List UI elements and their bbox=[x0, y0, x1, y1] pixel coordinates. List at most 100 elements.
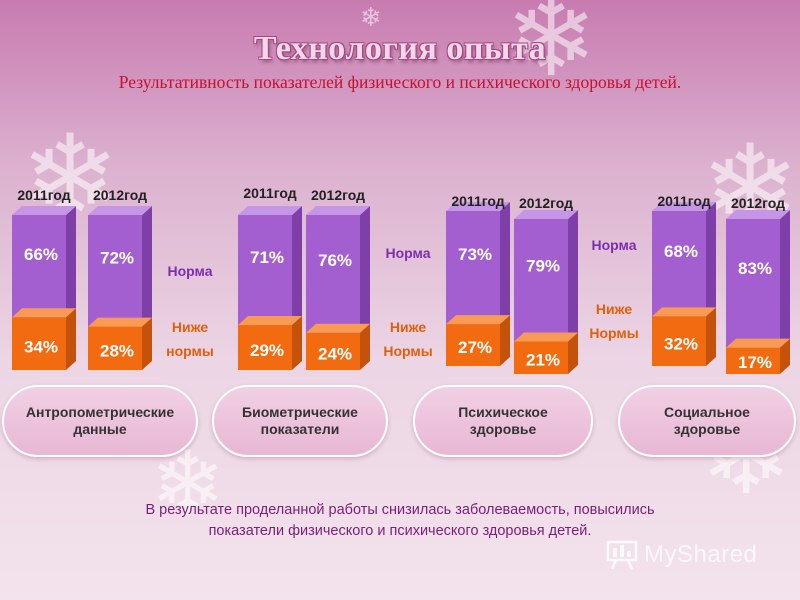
legend-norm-label: Норма bbox=[592, 237, 637, 253]
bar-below-front bbox=[88, 326, 142, 370]
bar-below-top bbox=[238, 316, 302, 326]
slide-title: Технология опыта bbox=[253, 30, 547, 67]
category-caption-biometric: Биометрические показатели bbox=[212, 385, 388, 457]
bar-value-label: 66% bbox=[24, 245, 58, 264]
legend-below-label: нормы bbox=[166, 343, 214, 359]
bar-below-side bbox=[292, 316, 302, 370]
bar-norm-front bbox=[306, 215, 360, 333]
bar-value-label: 83% bbox=[738, 259, 772, 278]
bar-value-label: 21% bbox=[526, 350, 560, 369]
bar-below-top bbox=[306, 323, 370, 333]
bar-below-side bbox=[360, 323, 370, 370]
bar-below-top bbox=[652, 307, 716, 317]
bar-norm-front bbox=[726, 219, 780, 348]
bar-below-side bbox=[142, 317, 152, 370]
bar-norm-side bbox=[706, 202, 716, 317]
bar-below-front bbox=[238, 325, 292, 370]
year-label: 2012год bbox=[93, 187, 147, 203]
snowflake-decoration: ❄ bbox=[505, 0, 598, 101]
bar-value-label: 24% bbox=[318, 344, 352, 363]
year-label: 2011год bbox=[243, 185, 296, 201]
legend-below-label: Ниже bbox=[390, 319, 426, 335]
bar-norm-top bbox=[88, 206, 152, 215]
bar-below-front bbox=[446, 324, 500, 366]
bar-norm-top bbox=[446, 202, 510, 211]
bar-norm-side bbox=[568, 210, 578, 342]
bar-below-top bbox=[12, 308, 76, 318]
snowflake-decoration: ❄ bbox=[360, 3, 382, 33]
legend-below-label: Ниже bbox=[596, 301, 632, 317]
bar-value-label: 17% bbox=[738, 353, 772, 372]
watermark: MyShared bbox=[606, 540, 757, 570]
bar-value-label: 34% bbox=[24, 337, 58, 356]
bar-norm-front bbox=[652, 211, 706, 317]
bar-norm-front bbox=[238, 215, 292, 326]
bar-norm-top bbox=[726, 210, 790, 219]
bar-below-top bbox=[446, 315, 510, 325]
bar-norm-top bbox=[652, 202, 716, 211]
category-caption-anthropometric: Антропометрические данные bbox=[2, 385, 198, 457]
bar-norm-top bbox=[306, 206, 370, 215]
bar-norm-front bbox=[514, 219, 568, 342]
bar-norm-front bbox=[446, 211, 500, 325]
category-label: Антропометрические данные bbox=[25, 403, 175, 438]
bar-below-top bbox=[514, 332, 578, 342]
year-label: 2011год bbox=[17, 187, 70, 203]
conclusion-line: В результате проделанной работы снизилас… bbox=[145, 502, 655, 518]
year-label: 2011год bbox=[657, 193, 710, 209]
bar-below-front bbox=[726, 347, 780, 374]
bar-value-label: 72% bbox=[100, 248, 134, 267]
bar-norm-top bbox=[514, 210, 578, 219]
bar-norm-front bbox=[88, 215, 142, 327]
bar-below-side bbox=[66, 308, 76, 370]
bar-below-side bbox=[568, 332, 578, 374]
bar-value-label: 79% bbox=[526, 257, 560, 276]
bar-norm-side bbox=[292, 206, 302, 326]
bar-norm-side bbox=[780, 210, 790, 348]
bar-below-front bbox=[652, 316, 706, 366]
bar-below-top bbox=[726, 338, 790, 348]
year-label: 2012год bbox=[311, 187, 365, 203]
category-caption-social: Социальное здоровье bbox=[618, 385, 796, 457]
bar-norm-side bbox=[360, 206, 370, 333]
year-label: 2012год bbox=[731, 195, 785, 211]
bar-below-side bbox=[780, 338, 790, 374]
legend-below-label: Нормы bbox=[589, 325, 638, 341]
year-label: 2012год bbox=[519, 195, 573, 211]
slide-subtitle: Результативность показателей физического… bbox=[118, 72, 682, 92]
conclusion-line: показатели физического и психического зд… bbox=[208, 523, 592, 540]
bar-below-side bbox=[500, 315, 510, 366]
bar-value-label: 27% bbox=[458, 338, 492, 357]
bar-value-label: 32% bbox=[664, 335, 698, 354]
bar-norm-top bbox=[238, 206, 302, 215]
bar-value-label: 73% bbox=[458, 245, 492, 264]
legend-norm-label: Норма bbox=[386, 245, 431, 261]
category-label: Биометрические показатели bbox=[242, 403, 358, 438]
bar-norm-top bbox=[12, 206, 76, 215]
bar-below-front bbox=[514, 341, 568, 374]
category-label: Социальное здоровье bbox=[664, 403, 750, 438]
bar-norm-side bbox=[66, 206, 76, 318]
legend-norm-label: Норма bbox=[168, 263, 213, 279]
bar-norm-front bbox=[12, 215, 66, 318]
bar-below-top bbox=[88, 317, 152, 327]
watermark-text: MyShared bbox=[644, 541, 758, 568]
bar-value-label: 71% bbox=[250, 248, 284, 267]
bar-below-front bbox=[12, 317, 66, 370]
bar-value-label: 29% bbox=[250, 341, 284, 360]
bar-below-front bbox=[306, 332, 360, 370]
conclusion-text: В результате проделанной работы снизилас… bbox=[40, 500, 760, 542]
legend-below-label: Ниже bbox=[172, 319, 208, 335]
category-caption-psychic: Психическое здоровье bbox=[413, 385, 593, 457]
bar-value-label: 68% bbox=[664, 242, 698, 261]
category-label: Психическое здоровье bbox=[458, 403, 548, 438]
bar-value-label: 28% bbox=[100, 341, 134, 360]
year-label: 2011год bbox=[451, 193, 504, 209]
bar-norm-side bbox=[500, 202, 510, 325]
presentation-board-icon bbox=[606, 540, 638, 570]
bar-norm-side bbox=[142, 206, 152, 327]
bar-value-label: 76% bbox=[318, 251, 352, 270]
legend-below-label: Нормы bbox=[383, 343, 432, 359]
bar-below-side bbox=[706, 307, 716, 366]
